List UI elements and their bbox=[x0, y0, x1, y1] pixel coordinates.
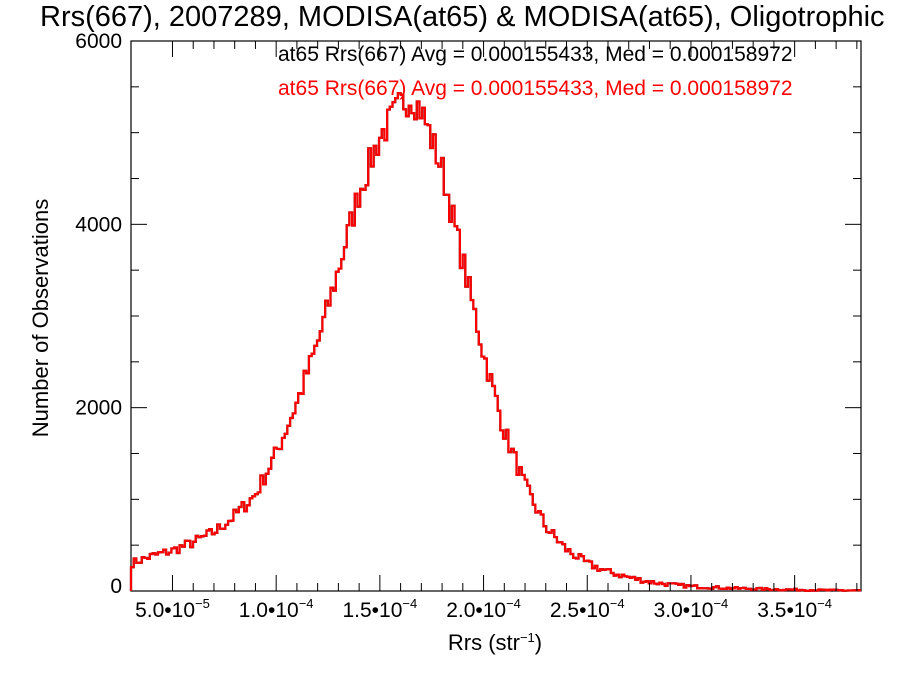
x-tick-label: 3.0•10−4 bbox=[654, 596, 729, 622]
plot-frame bbox=[130, 40, 862, 592]
chart-title: Rrs(667), 2007289, MODISA(at65) & MODISA… bbox=[40, 1, 885, 33]
legend-entry-red: at65 Rrs(667) Avg = 0.000155433, Med = 0… bbox=[278, 77, 793, 100]
x-tick-label: 3.5•10−4 bbox=[757, 596, 832, 622]
y-tick-label: 2000 bbox=[75, 397, 122, 420]
histogram-series-red bbox=[129, 92, 861, 592]
y-axis-label: Number of Observations bbox=[28, 199, 53, 437]
axis-ticks bbox=[131, 41, 861, 591]
x-tick-label: 1.0•10−4 bbox=[239, 596, 314, 622]
y-tick-label: 0 bbox=[110, 575, 122, 598]
x-tick-label: 5.0•10−5 bbox=[135, 596, 210, 622]
histogram-series-black bbox=[129, 92, 861, 592]
plot-border bbox=[130, 40, 862, 592]
x-tick-label: 2.5•10−4 bbox=[550, 596, 625, 622]
histogram-bars bbox=[129, 92, 861, 592]
y-tick-label: 4000 bbox=[75, 213, 122, 236]
y-tick-label: 6000 bbox=[75, 30, 122, 53]
x-axis-label: Rrs (str−1) bbox=[448, 630, 542, 655]
x-tick-label: 2.0•10−4 bbox=[446, 596, 521, 622]
x-tick-label: 1.5•10−4 bbox=[342, 596, 417, 622]
legend-entry-black: at65 Rrs(667) Avg = 0.000155433, Med = 0… bbox=[278, 43, 793, 66]
